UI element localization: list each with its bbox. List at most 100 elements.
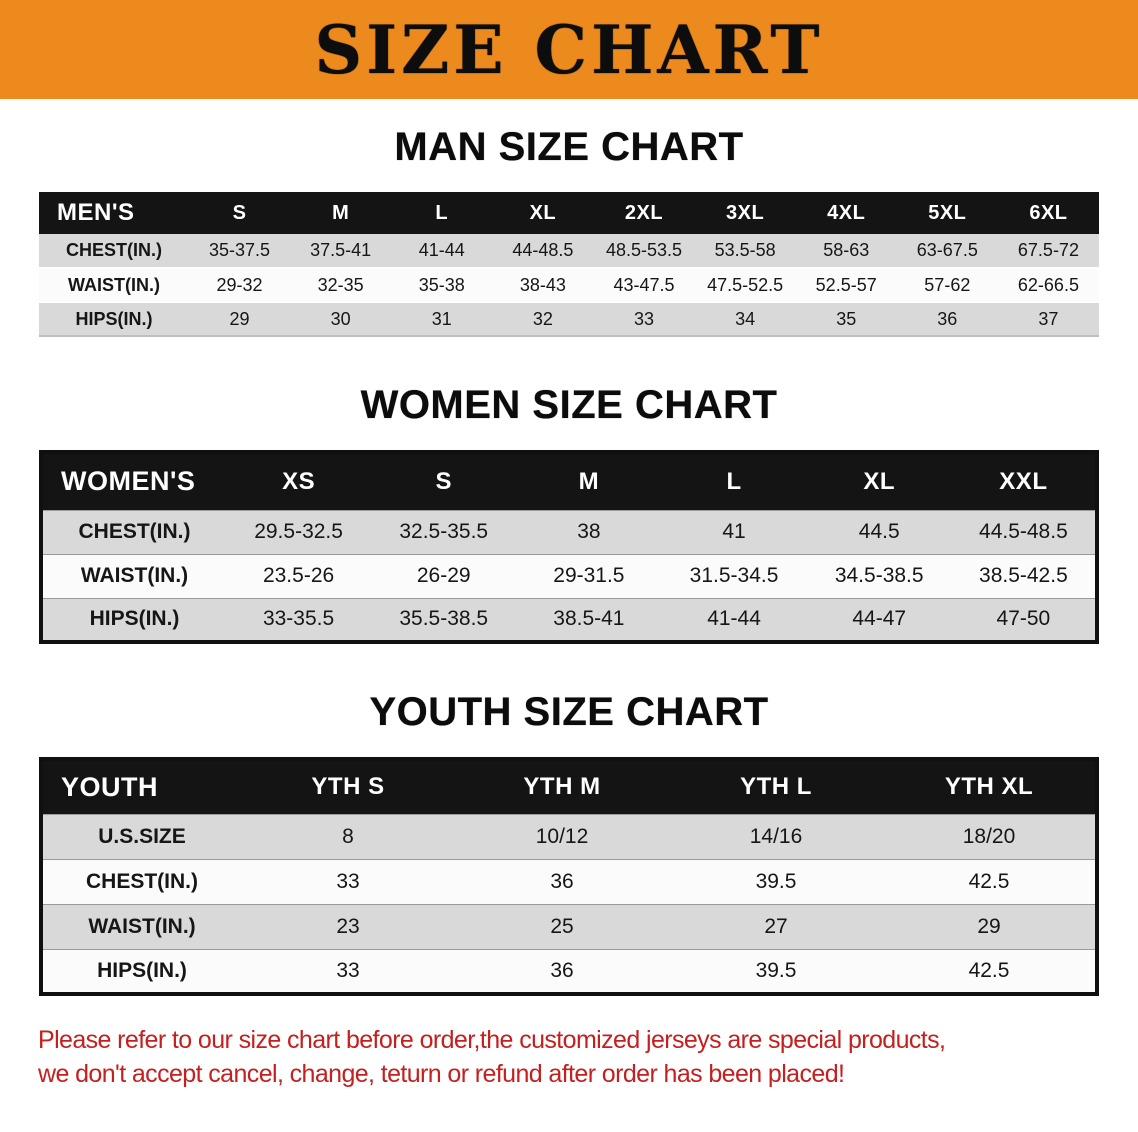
table-corner-label: MEN'S [39, 192, 189, 234]
size-column-header: L [661, 452, 807, 510]
size-value-cell: 63-67.5 [916, 240, 978, 260]
size-column-header: XS [226, 452, 372, 510]
size-value-cell: 25 [550, 914, 574, 938]
size-value-cell: 44.5 [858, 520, 900, 543]
banner: SIZE CHART [0, 0, 1138, 99]
size-value-cell: 33-35.5 [262, 607, 335, 631]
size-value-cell: 29.5-32.5 [254, 520, 343, 543]
row-label-cell: CHEST(IN.) [86, 869, 198, 893]
size-column-header: YTH L [669, 759, 883, 814]
size-column-header: 4XL [795, 192, 897, 234]
size-value-cell: 35.5-38.5 [399, 607, 489, 631]
size-value-cell: 43-47.5 [613, 274, 675, 295]
size-value-cell: 37 [1038, 308, 1059, 329]
size-value-cell: 27 [764, 914, 788, 938]
size-column-header: XL [806, 452, 952, 510]
size-column-header: S [371, 452, 517, 510]
size-value-cell: 36 [550, 958, 574, 982]
measurement-row: HIPS(IN.) 29 30 31 32 33 34 35 36 37 [39, 302, 1099, 336]
measurement-row: CHEST(IN.) 35-37.5 37.5-41 41-44 44-48.5 48.5… [39, 234, 1099, 268]
size-column-header: 3XL [694, 192, 796, 234]
row-label-cell: HIPS(IN.) [75, 308, 153, 329]
size-value-cell: 33 [336, 958, 360, 982]
size-value-cell: 42.5 [968, 958, 1010, 982]
table-corner-label: YOUTH [41, 759, 241, 814]
size-value-cell: 33 [633, 308, 654, 329]
size-value-cell: 35-37.5 [209, 240, 271, 260]
table-header-row: MEN'S S M L XL 2XL 3XL 4XL 5XL 6XL [39, 192, 1099, 234]
size-value-cell: 23 [336, 914, 360, 938]
size-value-cell: 53.5-58 [714, 240, 776, 260]
measurement-row: CHEST(IN.) 33 36 39.5 42.5 [41, 859, 1097, 904]
size-value-cell: 31.5-34.5 [689, 564, 779, 587]
size-value-cell: 38 [577, 520, 601, 543]
men-size-section: MAN SIZE CHART MEN'S S M L XL 2XL 3XL 4XL 5XL 6XL… [0, 125, 1138, 337]
size-column-header: YTH M [455, 759, 669, 814]
size-value-cell: 38-43 [519, 274, 566, 295]
table-header-row: WOMEN'S XS S M L XL XXL [41, 452, 1097, 510]
measurement-row: HIPS(IN.) 33-35.5 35.5-38.5 38.5-41 41-44 44-… [41, 598, 1097, 642]
size-value-cell: 8 [342, 824, 354, 848]
measurement-row: WAIST(IN.) 29-32 32-35 35-38 38-43 43-47.5 47.… [39, 268, 1099, 302]
women-size-table: WOMEN'S XS S M L XL XXL CHEST(IN.) 29.5-32.5 32.5… [39, 450, 1099, 644]
size-value-cell: 37.5-41 [310, 240, 372, 260]
size-column-header: M [516, 452, 662, 510]
size-column-header: M [290, 192, 392, 234]
size-column-header: YTH S [241, 759, 455, 814]
size-value-cell: 34.5-38.5 [834, 564, 924, 587]
row-label-cell: WAIST(IN.) [80, 564, 189, 587]
size-value-cell: 41-44 [707, 607, 761, 631]
size-value-cell: 52.5-57 [815, 274, 877, 295]
table-header-row: YOUTH YTH S YTH M YTH L YTH XL [41, 759, 1097, 814]
size-value-cell: 18/20 [962, 824, 1016, 848]
size-value-cell: 42.5 [968, 869, 1010, 893]
size-value-cell: 41 [722, 520, 746, 543]
row-label-cell: CHEST(IN.) [66, 240, 162, 260]
page-title: SIZE CHART [314, 10, 824, 89]
row-label-cell: HIPS(IN.) [97, 958, 187, 982]
disclaimer-line-2: we don't accept cancel, change, teturn o… [38, 1060, 845, 1088]
size-value-cell: 32.5-35.5 [399, 520, 489, 543]
size-value-cell: 29-31.5 [553, 564, 625, 587]
measurement-row: CHEST(IN.) 29.5-32.5 32.5-35.5 38 41 44.5 44.5… [41, 510, 1097, 554]
size-value-cell: 29 [229, 308, 250, 329]
size-column-header: YTH XL [883, 759, 1097, 814]
measurement-row: WAIST(IN.) 23.5-26 26-29 29-31.5 31.5-34.5 34… [41, 554, 1097, 598]
size-column-header: 5XL [896, 192, 998, 234]
size-value-cell: 35 [836, 308, 857, 329]
women-section-heading: WOMEN SIZE CHART [360, 383, 778, 427]
row-label-cell: HIPS(IN.) [89, 607, 180, 631]
disclaimer-line-1: Please refer to our size chart before or… [38, 1026, 946, 1054]
size-value-cell: 30 [330, 308, 351, 329]
size-value-cell: 57-62 [924, 274, 971, 295]
size-value-cell: 36 [937, 308, 958, 329]
size-value-cell: 14/16 [749, 824, 803, 848]
size-column-header: 6XL [997, 192, 1099, 234]
size-column-header: S [189, 192, 291, 234]
size-value-cell: 39.5 [755, 869, 797, 893]
size-value-cell: 38.5-41 [553, 607, 625, 631]
size-value-cell: 36 [550, 869, 574, 893]
row-label-cell: WAIST(IN.) [88, 914, 196, 938]
size-value-cell: 44-47 [852, 607, 907, 631]
size-value-cell: 33 [336, 869, 360, 893]
size-value-cell: 35-38 [418, 274, 465, 295]
size-value-cell: 44.5-48.5 [979, 520, 1068, 543]
size-column-header: 2XL [593, 192, 695, 234]
youth-size-section: YOUTH SIZE CHART YOUTH YTH S YTH M YTH L YTH… [0, 690, 1138, 996]
size-chart-page: SIZE CHART MAN SIZE CHART MEN'S S M L XL 2XL 3… [0, 0, 1138, 1089]
size-value-cell: 31 [431, 308, 452, 329]
size-value-cell: 58-63 [823, 240, 870, 260]
men-section-heading: MAN SIZE CHART [394, 125, 744, 169]
size-value-cell: 44-48.5 [512, 240, 574, 260]
size-value-cell: 26-29 [416, 564, 471, 587]
size-value-cell: 32-35 [317, 274, 364, 295]
size-value-cell: 10/12 [535, 824, 589, 848]
size-value-cell: 41-44 [418, 240, 465, 260]
disclaimer: Please refer to our size chart before or… [38, 1026, 1100, 1089]
size-column-header: XXL [951, 452, 1097, 510]
measurement-row: WAIST(IN.) 23 25 27 29 [41, 904, 1097, 949]
women-size-section: WOMEN SIZE CHART WOMEN'S XS S M L XL XXL CHEST(… [0, 383, 1138, 644]
size-value-cell: 38.5-42.5 [979, 564, 1068, 587]
youth-size-table: YOUTH YTH S YTH M YTH L YTH XL U.S.SIZE 8 10/12… [39, 757, 1099, 996]
